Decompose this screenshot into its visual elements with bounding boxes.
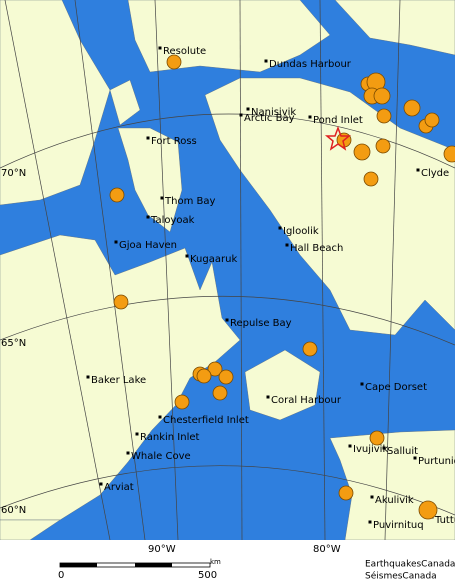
place-label: Kugaaruk [190,254,237,265]
place-label: Thom Bay [164,196,215,207]
place-dot [247,108,250,111]
place-label: Repulse Bay [230,318,292,329]
place-label: Tuttu [434,515,455,526]
place-dot [100,483,103,486]
credit: SéismesCanada [365,571,437,581]
lon-label: 90°W [148,544,176,555]
place-dot [240,114,243,117]
place-label: Dundas Harbour [269,59,352,70]
place-dot [371,496,374,499]
place-label: Arctic Bay [244,113,295,124]
place-label: Whale Cove [131,451,191,462]
lon-label: 80°W [313,544,341,555]
earthquake [219,370,233,384]
place-label: Arviat [104,482,134,493]
place-label: Puvirnituq [373,520,424,531]
place-label: Hall Beach [290,243,343,254]
place-dot [226,319,229,322]
place-label: Igloolik [283,226,319,237]
place-dot [186,255,189,258]
place-dot [383,447,386,450]
place-dot [136,433,139,436]
scale-start: 0 [58,570,64,580]
place-label: Rankin Inlet [140,432,199,443]
place-label: Coral Harbour [271,395,342,406]
earthquake [364,172,378,186]
place-label: Baker Lake [91,375,146,386]
place-dot [286,244,289,247]
place-dot [414,457,417,460]
place-dot [279,227,282,230]
earthquake [425,113,439,127]
earthquake [354,144,370,160]
place-label: Salluit [387,446,418,457]
earthquake [167,55,181,69]
place-label: Gjoa Haven [119,240,177,251]
lat-label: 70°N [1,168,26,179]
place-label: Resolute [163,46,206,57]
place-label: Purtuniq [418,456,455,467]
earthquake [175,395,189,409]
earthquake [303,342,317,356]
earthquake [213,386,227,400]
earthquake [110,188,124,202]
scale-unit: km [210,558,221,566]
place-label: Akulivik [375,495,414,506]
place-dot [87,376,90,379]
place-dot [159,47,162,50]
place-dot [147,216,150,219]
place-dot [127,452,130,455]
place-dot [147,137,150,140]
credit: EarthquakesCanada [365,560,455,570]
lat-label: 60°N [1,505,26,516]
place-dot [417,169,420,172]
place-label: Taloyoak [150,215,195,226]
place-label: Clyde [421,168,449,179]
place-label: Chesterfield Inlet [163,415,249,426]
scale-bar [60,563,210,567]
earthquake [374,88,390,104]
place-dot [161,197,164,200]
place-dot [361,383,364,386]
place-dot [309,116,312,119]
lat-label: 65°N [1,338,26,349]
place-dot [267,396,270,399]
place-dot [115,241,118,244]
earthquake [377,109,391,123]
place-label: Cape Dorset [365,382,427,393]
place-label: Pond Inlet [313,115,363,126]
earthquake [419,501,437,519]
earthquake [404,100,420,116]
place-dot [159,416,162,419]
scale-end: 500 [198,570,217,580]
earthquake [339,486,353,500]
place-label: Fort Ross [151,136,197,147]
place-dot [369,521,372,524]
earthquake [370,431,384,445]
place-dot [265,60,268,63]
earthquake [197,369,211,383]
earthquake [114,295,128,309]
place-dot [349,445,352,448]
earthquake [376,139,390,153]
